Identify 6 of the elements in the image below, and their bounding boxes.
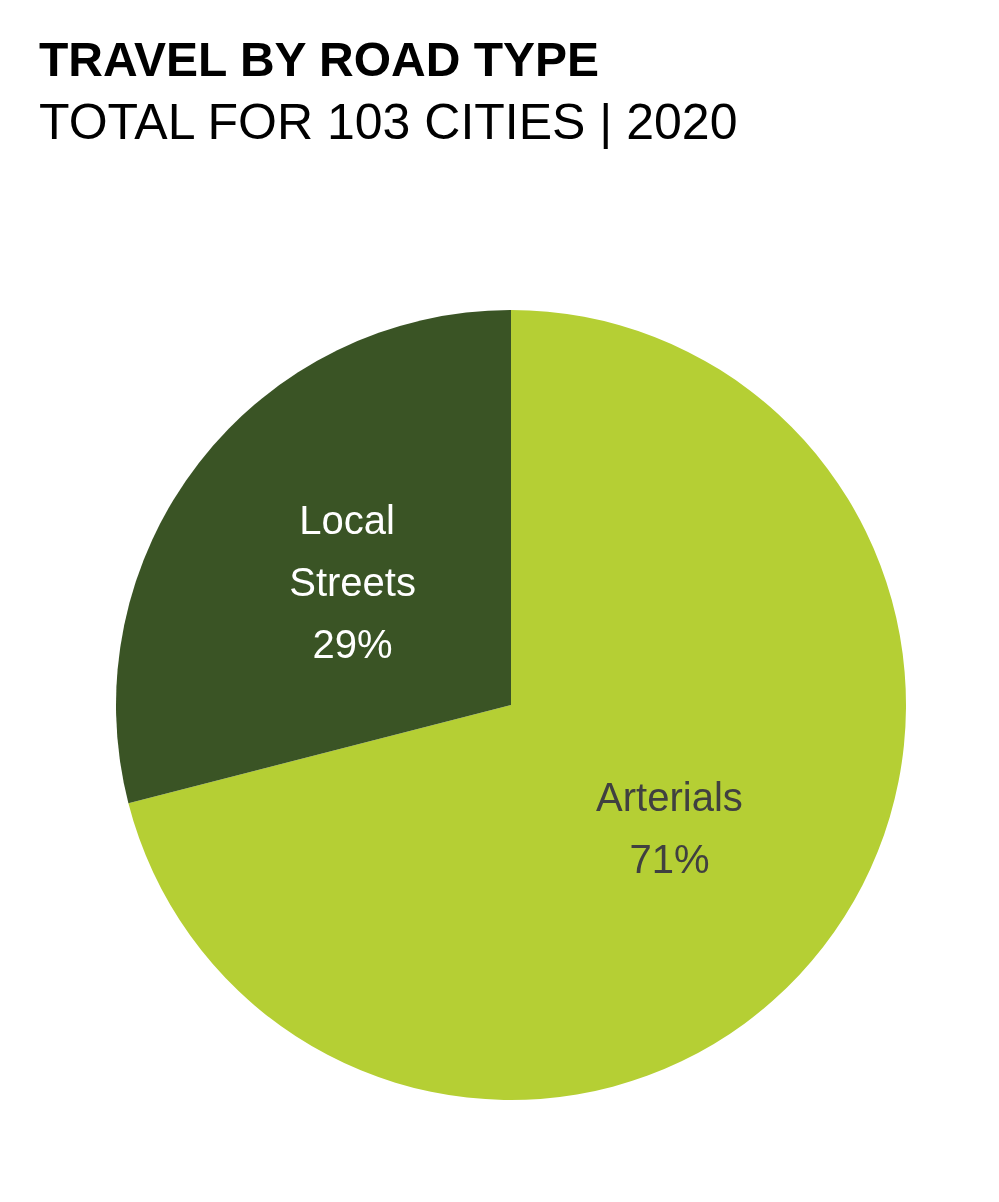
data-label: 71%: [629, 836, 710, 881]
data-label: 29%: [312, 622, 393, 667]
slice-label: Arterials: [596, 774, 743, 819]
slice-label: Local Streets: [289, 498, 416, 605]
chart-title: TRAVEL BY ROAD TYPE: [39, 32, 600, 86]
chart-subtitle: TOTAL FOR 103 CITIES | 2020: [39, 94, 738, 150]
